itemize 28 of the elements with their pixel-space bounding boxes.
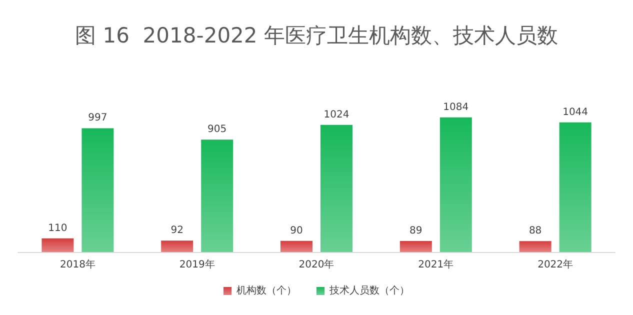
chart-title: 图 16 2018-2022 年医疗卫生机构数、技术人员数 (75, 24, 558, 48)
data-label: 92 (170, 225, 184, 236)
bar (161, 240, 194, 252)
x-tick-label: 2022年 (538, 258, 574, 270)
data-label: 997 (88, 112, 108, 124)
data-label: 1084 (443, 102, 469, 113)
data-label: 89 (410, 225, 422, 236)
x-tick-label: 2019年 (179, 258, 215, 270)
data-label: 88 (528, 226, 542, 237)
bar (559, 122, 592, 252)
x-tick-label: 2021年 (418, 258, 454, 270)
bar (400, 240, 432, 252)
data-label: 1044 (562, 106, 588, 118)
bar (440, 117, 472, 252)
bar (519, 241, 552, 252)
data-label: 110 (48, 222, 68, 234)
data-label: 90 (290, 225, 303, 236)
x-tick-label: 2018年 (60, 258, 96, 270)
bar (82, 128, 114, 252)
legend-label: 机构数（个） (236, 284, 296, 296)
bar (42, 238, 74, 252)
bar (320, 124, 352, 252)
legend-label: 技术人员数（个） (328, 284, 410, 296)
data-label: 905 (208, 124, 227, 136)
bar (201, 140, 234, 252)
bar (280, 240, 312, 252)
x-tick-label: 2020年 (298, 258, 334, 270)
data-label: 1024 (324, 109, 350, 120)
